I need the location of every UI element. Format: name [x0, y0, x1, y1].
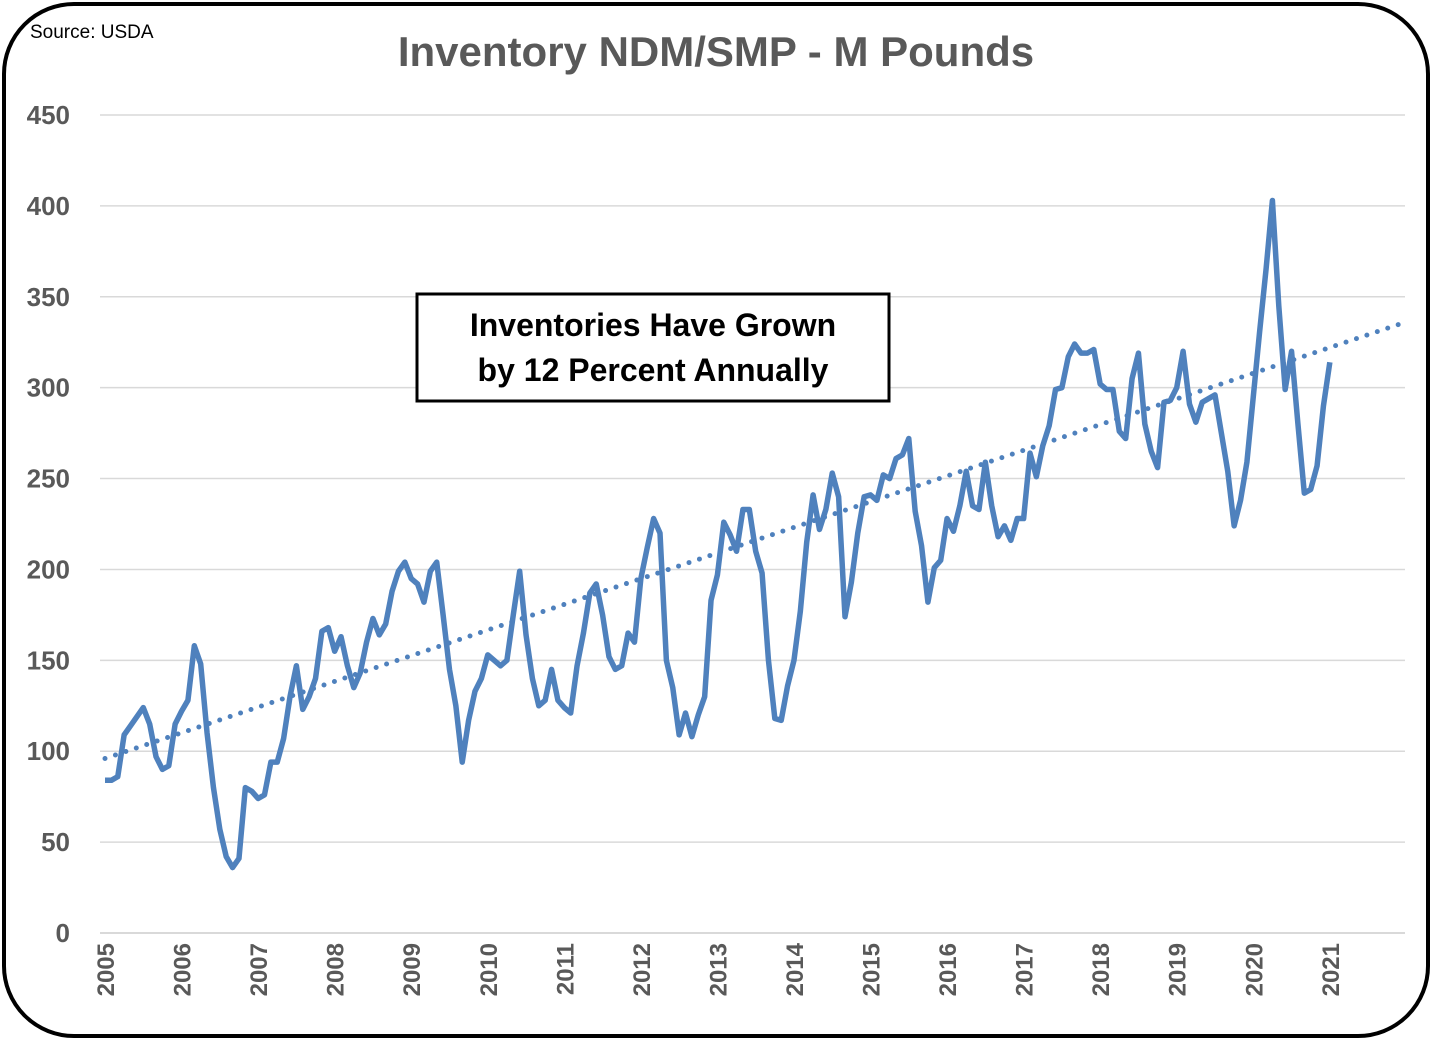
x-tick-label: 2009 [399, 943, 426, 996]
x-tick-label: 2015 [859, 943, 886, 996]
x-tick-label: 2008 [323, 943, 350, 996]
x-tick-label: 2006 [170, 943, 197, 996]
x-tick-label: 2010 [476, 943, 503, 996]
x-tick-label: 2017 [1012, 943, 1039, 996]
x-tick-label: 2013 [705, 943, 732, 996]
y-tick-label: 300 [27, 373, 70, 403]
annotation-line: Inventories Have Grown [470, 307, 836, 343]
y-tick-label: 250 [27, 464, 70, 494]
x-tick-label: 2018 [1088, 943, 1115, 996]
y-tick-label: 450 [27, 100, 70, 130]
y-tick-label: 0 [56, 918, 70, 948]
x-tick-label: 2014 [782, 942, 809, 996]
annotation-line: by 12 Percent Annually [478, 352, 829, 388]
x-tick-label: 2019 [1165, 943, 1192, 996]
x-tick-label: 2016 [935, 943, 962, 996]
plot-area: 0 50 100 150 200 250 300 350 400 450 2005 2006 2007 2… [27, 100, 1405, 996]
x-tick-label: 2007 [246, 943, 273, 996]
x-tick-label: 2020 [1241, 943, 1268, 996]
y-tick-label: 350 [27, 282, 70, 312]
y-tick-label: 400 [27, 191, 70, 221]
x-tick-label: 2012 [629, 943, 656, 996]
x-tick-label: 2021 [1318, 943, 1345, 996]
source-note: Source: USDA [30, 22, 154, 43]
y-tick-label: 100 [27, 736, 70, 766]
x-tick-label: 2005 [93, 943, 120, 996]
x-tick-label: 2011 [552, 943, 579, 995]
y-tick-label: 150 [27, 645, 70, 675]
y-tick-label: 50 [41, 827, 70, 857]
data-line [105, 197, 1333, 871]
annotation-box [415, 292, 891, 403]
chart-title: Inventory NDM/SMP - M Pounds [398, 28, 1034, 75]
y-tick-label: 200 [27, 554, 70, 584]
